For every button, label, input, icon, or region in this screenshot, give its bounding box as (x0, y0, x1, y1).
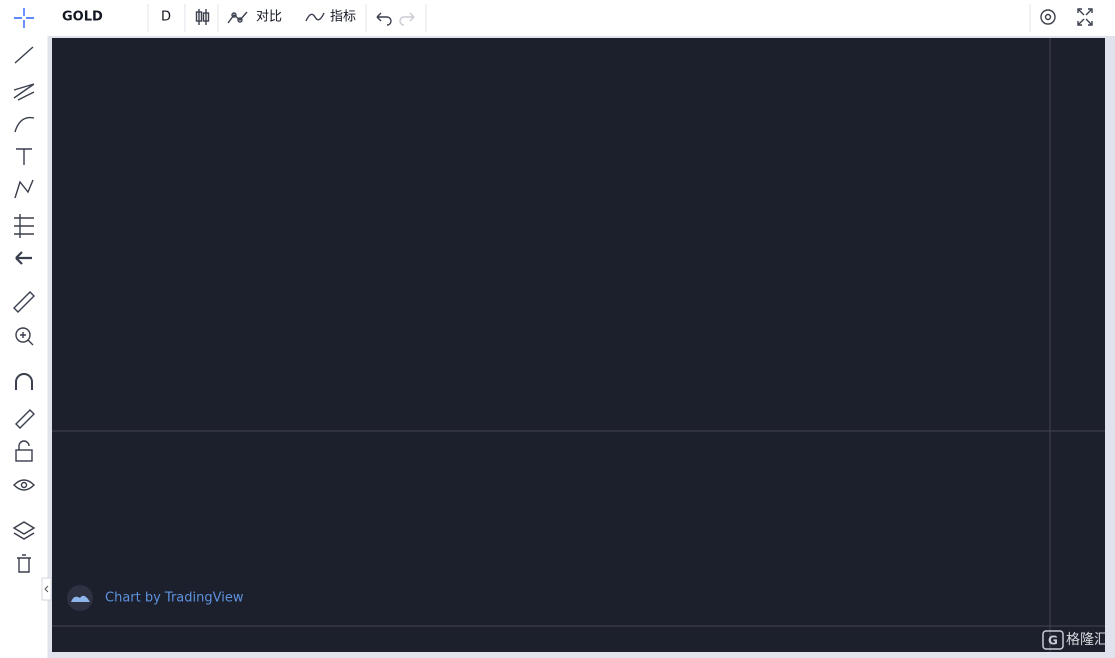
magnet-tool[interactable] (15, 373, 33, 390)
lock-shackle (18, 440, 30, 450)
zoom-tool-detail (20, 332, 34, 346)
text-tool[interactable] (16, 148, 32, 165)
trend-line-tool[interactable] (14, 46, 34, 64)
collapse-button[interactable] (41, 577, 52, 601)
back-tool[interactable] (15, 251, 32, 265)
compare-button[interactable]: 对比 (256, 10, 282, 25)
compare-icon[interactable] (227, 11, 248, 24)
prediction-tool[interactable] (14, 214, 34, 238)
collapse-arrow (44, 585, 49, 593)
lock-drawing-tool[interactable] (15, 409, 35, 429)
indicators-button[interactable]: 指标 (330, 10, 356, 25)
visibility-pupil (20, 481, 28, 489)
interval-button[interactable]: D (161, 10, 171, 25)
settings-button[interactable] (1040, 9, 1056, 25)
branding-text[interactable]: Chart by TradingView (105, 591, 244, 606)
undo-button[interactable] (376, 12, 392, 26)
delete-tool[interactable] (17, 554, 31, 573)
zoom-tool[interactable] (15, 327, 31, 343)
indicators-icon[interactable] (305, 12, 325, 22)
lock-tool[interactable] (15, 449, 33, 462)
chart-type-button[interactable] (195, 9, 210, 25)
layers-tool[interactable] (12, 521, 36, 540)
fib-tool[interactable] (13, 83, 35, 101)
brush-tool[interactable] (14, 116, 35, 133)
chart-background (52, 38, 1105, 652)
top-toolbar (0, 0, 1115, 36)
visibility-tool[interactable] (13, 479, 35, 491)
symbol-button[interactable]: GOLD (62, 10, 103, 25)
ruler-tool[interactable] (13, 291, 35, 313)
watermark-logo-letter: G (1048, 634, 1058, 648)
watermark-logo (1042, 630, 1064, 650)
watermark-text: 格隆汇 (1066, 632, 1108, 648)
fullscreen-button[interactable] (1077, 8, 1093, 26)
branding-cloud (71, 595, 90, 602)
pattern-tool[interactable] (14, 179, 34, 199)
crosshair-tool[interactable] (14, 8, 34, 28)
left-toolbar-icons (12, 8, 36, 573)
left-toolbar (0, 0, 48, 658)
redo-button[interactable] (399, 12, 415, 26)
